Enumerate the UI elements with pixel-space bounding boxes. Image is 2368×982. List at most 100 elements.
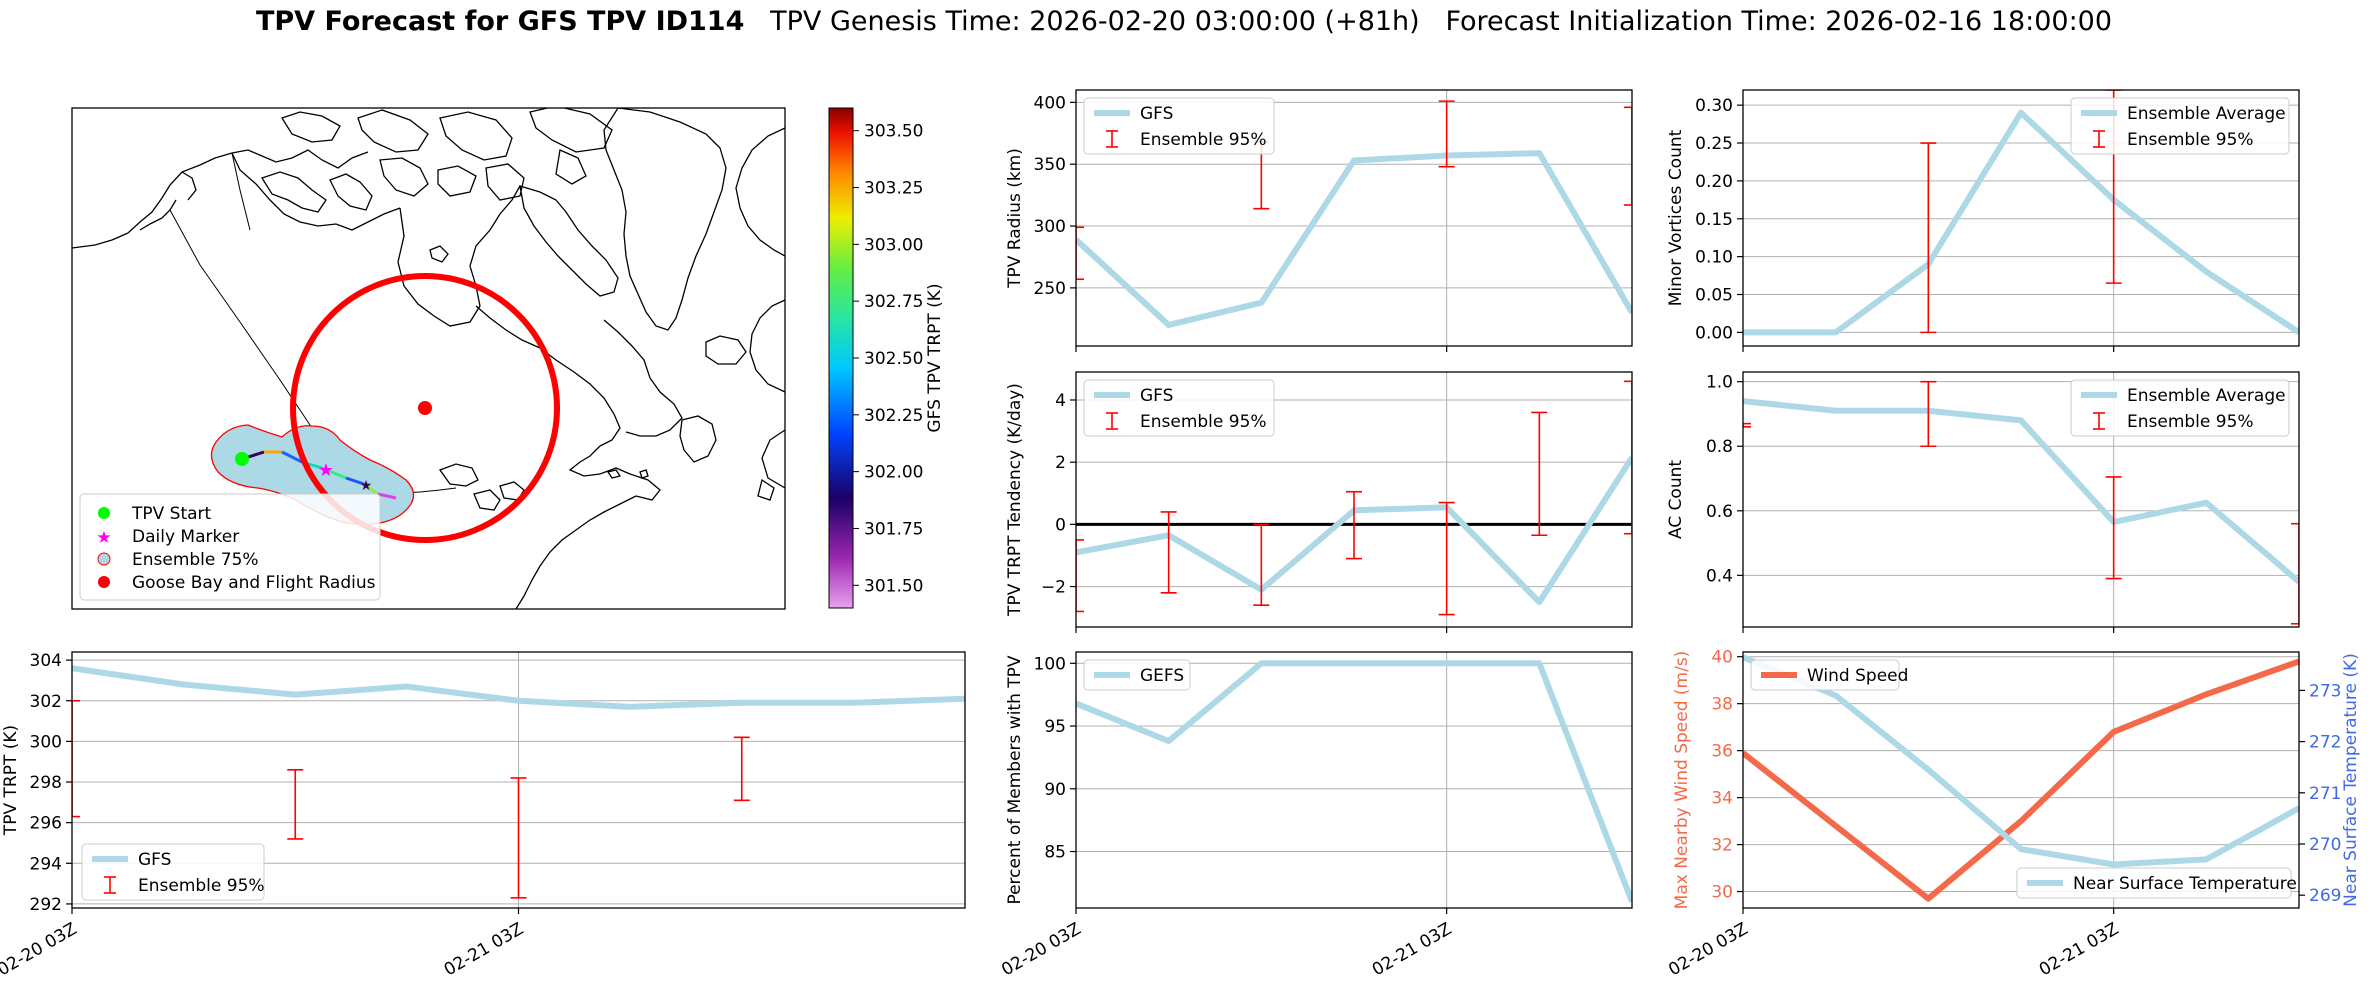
- series-line: [1743, 398, 2299, 585]
- y-tick-label: 0: [1055, 515, 1066, 535]
- chart-trpt: 304 302 300 298 296 294 292 TPV TRPT (K) 02-20 0…: [0, 651, 966, 980]
- x-tick-label: 02-20 03Z: [998, 919, 1084, 980]
- series-line: [72, 665, 965, 710]
- legend-box: [1083, 659, 1191, 691]
- y-tick-label: −2: [1041, 578, 1066, 598]
- colorbar-tick-label: 303.50: [864, 122, 923, 142]
- y-tick-label: 36: [1711, 742, 1733, 762]
- chart-legend: GFS Ensemble 95%: [81, 843, 265, 901]
- legend-start-label: TPV Start: [131, 504, 212, 524]
- map-panel: ★ ★ TPV Start ★ Daily Marker Ensemble 75…: [71, 107, 945, 610]
- plot-marks: [1076, 380, 1632, 616]
- y-tick-label: 300: [1034, 217, 1066, 237]
- y-tick-label: 0.25: [1695, 134, 1733, 154]
- legend-goose-bay-label: Goose Bay and Flight Radius: [132, 573, 376, 593]
- flight-radius-circle: [290, 273, 560, 543]
- legend-label: Ensemble 95%: [1140, 130, 1267, 150]
- chart-legend: GFS Ensemble 95%: [1083, 379, 1275, 437]
- legend-label: Wind Speed: [1807, 666, 1908, 686]
- colorbar-tick-label: 302.25: [864, 406, 923, 426]
- legend-box: [2070, 97, 2290, 155]
- y-axis-label: TPV Radius (km): [1005, 148, 1025, 289]
- plot-frame: [1742, 89, 2300, 347]
- y-tick-label: 0.15: [1695, 210, 1733, 230]
- error-bar: [1076, 539, 1084, 613]
- x-tick-label: 02-21 03Z: [2036, 919, 2122, 980]
- legend-label: Ensemble Average: [2127, 386, 2286, 406]
- error-bar: [1624, 106, 1632, 206]
- legend-ensemble-icon: [97, 552, 111, 566]
- error-bar: [2105, 476, 2122, 580]
- y-tick-label: 40: [1711, 648, 1733, 668]
- colorbar-tick-label: 303.00: [864, 235, 923, 255]
- y-tick-label: 30: [1711, 883, 1733, 903]
- y-tick-label: 0.4: [1706, 566, 1733, 586]
- y-axis-label: Minor Vortices Count: [1666, 129, 1686, 306]
- tpv-track: [241, 450, 397, 500]
- colorbar-tick-label: 302.75: [864, 292, 923, 312]
- legend-label: Ensemble Average: [2127, 104, 2286, 124]
- y-tick-label: 0.20: [1695, 172, 1733, 192]
- error-bar: [72, 699, 80, 818]
- plot-marks: [1076, 660, 1632, 903]
- y-tick-label: 2: [1055, 453, 1066, 473]
- legend-label: Ensemble 95%: [138, 876, 265, 896]
- tpv-start-marker: [235, 452, 249, 466]
- legend-label: GEFS: [1140, 666, 1184, 686]
- y-tick-label: 85: [1044, 843, 1066, 863]
- title-init: Forecast Initialization Time: 2026-02-16…: [1445, 6, 2113, 37]
- error-bar: [1624, 380, 1632, 535]
- y2-axis-label: Near Surface Temperature (K): [2341, 653, 2361, 907]
- goose-bay-marker: [418, 401, 432, 415]
- y-tick-label: 294: [30, 854, 62, 874]
- y-tick-label: 34: [1711, 789, 1733, 809]
- legend-label: Ensemble 95%: [2127, 130, 2254, 150]
- legend-box: [1083, 97, 1275, 155]
- figure-title: TPV Forecast for GFS TPV ID114 TPV Genes…: [0, 6, 2368, 37]
- series-line: [1076, 150, 1632, 328]
- x-tick-label: 02-21 03Z: [441, 919, 527, 980]
- chart-legend: Wind Speed Near Surface Temperature: [1750, 659, 2297, 899]
- error-bar: [1743, 422, 1751, 428]
- plot-marks: [72, 665, 965, 899]
- legend-daily-icon: ★: [96, 528, 111, 548]
- y-tick-label: 90: [1044, 780, 1066, 800]
- y-tick-label: 0.8: [1706, 437, 1733, 457]
- error-bar: [1438, 100, 1455, 168]
- y-tick-label: 0.30: [1695, 96, 1733, 116]
- legend-ensemble-label: Ensemble 75%: [132, 550, 259, 570]
- colorbar-tick-label: 303.25: [864, 179, 923, 199]
- error-bar: [2291, 522, 2299, 625]
- legend-goose-bay-icon: [98, 576, 110, 588]
- title-main: TPV Forecast for GFS TPV ID114: [255, 6, 745, 37]
- y-tick-label: 0.10: [1695, 248, 1733, 268]
- chart-members: 100 95 90 85 Percent of Members with TPV 02-2…: [998, 651, 1633, 980]
- series-line: [1076, 660, 1632, 903]
- chart-tendency: 4 2 0 −2 TPV TRPT Tendency (K/day) GFS Ensembl…: [1005, 371, 1633, 633]
- legend-label: Ensemble 95%: [1140, 412, 1267, 432]
- error-bar: [510, 777, 527, 899]
- title-genesis: TPV Genesis Time: 2026-02-20 03:00:00 (+…: [770, 6, 1420, 37]
- y-tick-label: 302: [30, 692, 62, 712]
- y-tick-label: 350: [1034, 155, 1066, 175]
- y-tick-label: 400: [1034, 93, 1066, 113]
- chart-wind: 40 38 36 34 32 30 Max Nearby Wind Speed (m/s) 2…: [1665, 648, 2361, 981]
- legend-start-icon: [98, 507, 110, 519]
- series-line: [1743, 658, 2299, 902]
- error-bar: [1346, 490, 1362, 560]
- chart-radius: 400 350 300 250 TPV Radius (km) GFS Ensemble 9…: [1005, 89, 1633, 352]
- series-line: [1743, 654, 2299, 868]
- chart-legend: Ensemble Average Ensemble 95%: [2070, 379, 2290, 437]
- y-tick-label: 100: [1034, 654, 1066, 674]
- colorbar-tick-label: 301.75: [864, 519, 923, 539]
- plot-frame: [1742, 371, 2300, 628]
- legend-box: [2070, 379, 2290, 437]
- y2-tick-label: 269: [2309, 886, 2341, 906]
- y-tick-label: 38: [1711, 695, 1733, 715]
- y-tick-label: 298: [30, 773, 62, 793]
- chart-minor: 0.30 0.25 0.20 0.15 0.10 0.05 0.00 Minor Vortic…: [1666, 89, 2300, 352]
- chart-legend: GEFS: [1083, 659, 1191, 691]
- plot-frame: [1075, 371, 1633, 628]
